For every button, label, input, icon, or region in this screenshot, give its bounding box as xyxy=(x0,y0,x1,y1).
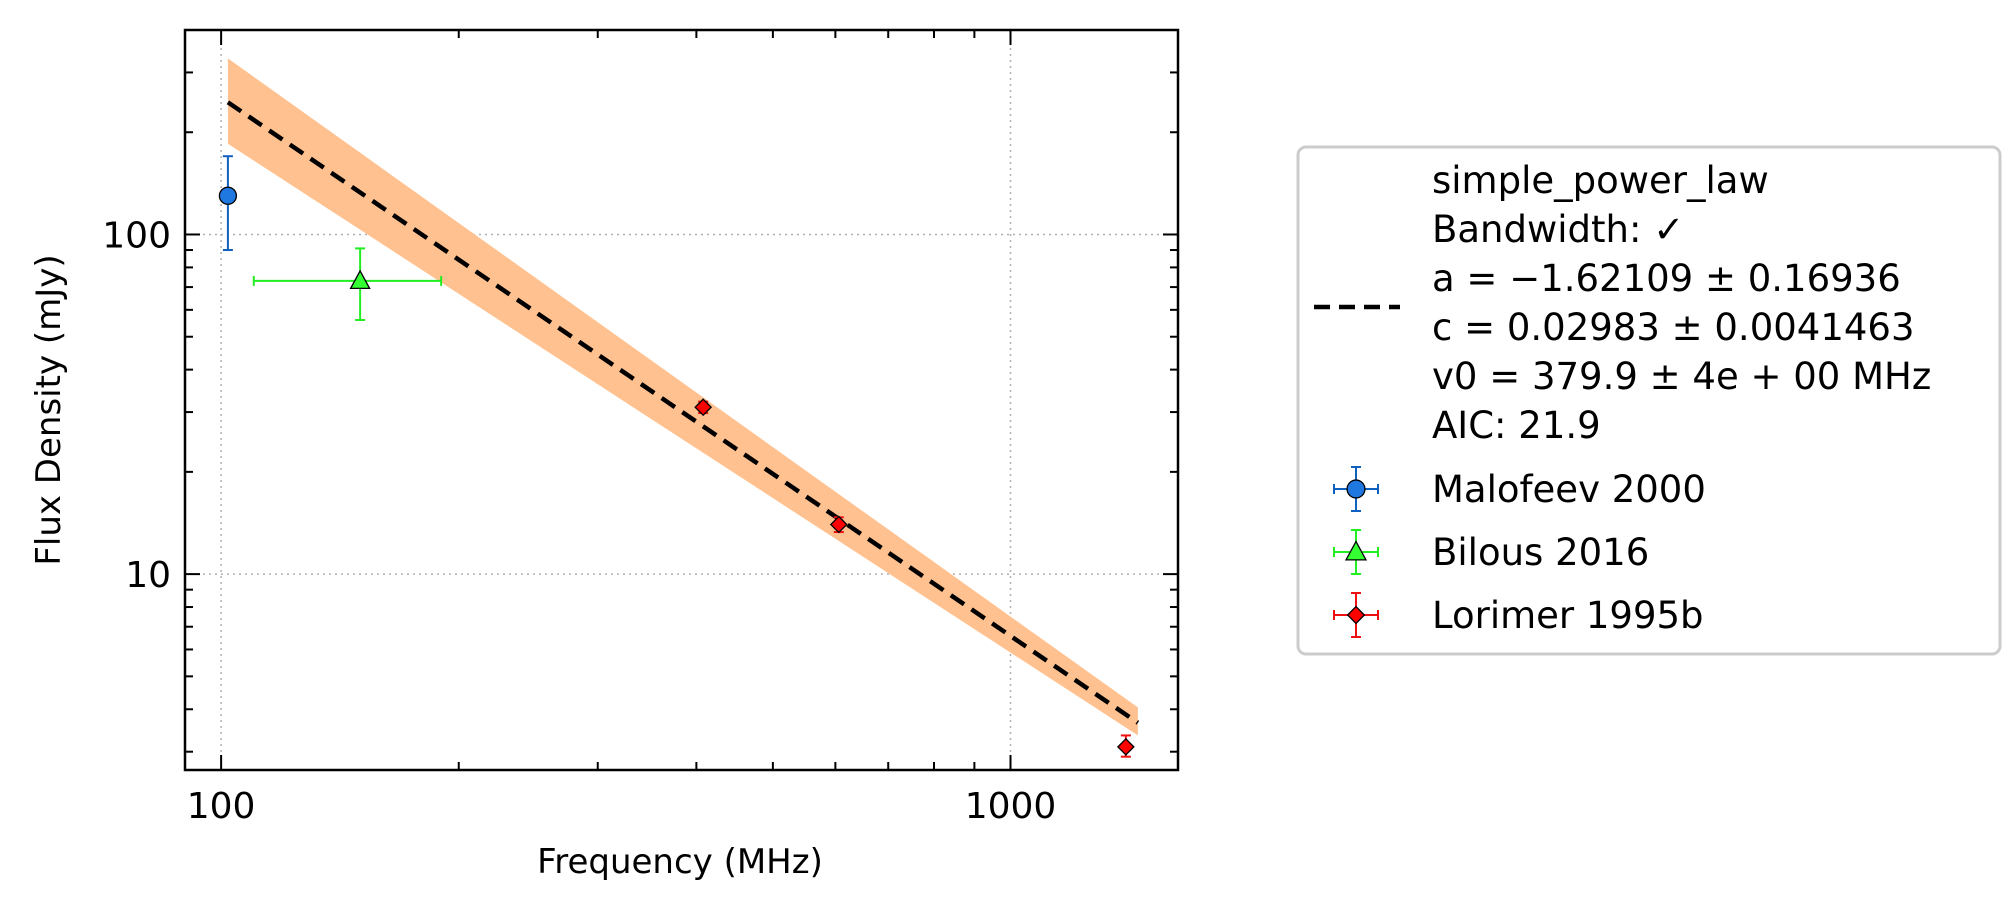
legend-label: Lorimer 1995b xyxy=(1432,594,1704,637)
legend-label: Malofeev 2000 xyxy=(1432,468,1706,511)
y-axis-label: Flux Density (mJy) xyxy=(29,254,69,565)
legend-triangle-marker xyxy=(1344,540,1368,561)
triangle-marker xyxy=(349,269,371,290)
power-law-fit-line xyxy=(226,100,1140,725)
data-point-circle xyxy=(218,155,238,252)
legend-fit-text-line: a = −1.62109 ± 0.16936 xyxy=(1432,257,1901,300)
data-point-diamond xyxy=(694,398,713,417)
fit-line xyxy=(226,100,1140,725)
diamond-marker xyxy=(829,515,848,534)
circle-marker xyxy=(218,186,238,205)
legend-diamond-marker xyxy=(1346,605,1366,625)
confidence-band xyxy=(227,58,1138,736)
legend-frame xyxy=(1296,145,2002,656)
diamond-marker xyxy=(1116,737,1135,756)
plot-frame xyxy=(183,28,1180,772)
diamond-marker xyxy=(694,398,713,417)
fit-confidence-band xyxy=(227,58,1138,736)
data-point-diamond xyxy=(829,515,848,534)
legend-entry-triangle: Bilous 2016 xyxy=(1333,529,1649,575)
legend-fit-text-line: simple_power_law xyxy=(1432,159,1769,202)
legend-circle-marker xyxy=(1346,479,1366,499)
x-tick-label: 100 xyxy=(187,786,256,827)
axes xyxy=(183,28,1180,772)
y-tick-label: 100 xyxy=(102,215,171,256)
data-points xyxy=(218,155,1135,758)
x-axis-label: Frequency (MHz) xyxy=(537,842,823,882)
legend: simple_power_law Bandwidth: ✓ a = −1.62109… xyxy=(1296,145,2002,656)
legend-label: Bilous 2016 xyxy=(1432,531,1649,574)
y-tick-label: 10 xyxy=(125,555,171,596)
legend-fit-text-line: Bandwidth: ✓ xyxy=(1432,208,1684,251)
tick-labels: 100 1000 100 10 xyxy=(102,215,1056,827)
legend-entry-circle: Malofeev 2000 xyxy=(1333,466,1706,512)
data-point-diamond xyxy=(1116,734,1135,758)
legend-fit-text-line: c = 0.02983 ± 0.0041463 xyxy=(1432,306,1914,349)
legend-fit-text-line: AIC: 21.9 xyxy=(1432,404,1601,447)
x-tick-label: 1000 xyxy=(965,786,1057,827)
legend-entry-diamond: Lorimer 1995b xyxy=(1333,592,1704,638)
data-point-triangle xyxy=(252,247,443,322)
legend-fit-text-line: v0 = 379.9 ± 4e + 00 MHz xyxy=(1432,355,1931,398)
